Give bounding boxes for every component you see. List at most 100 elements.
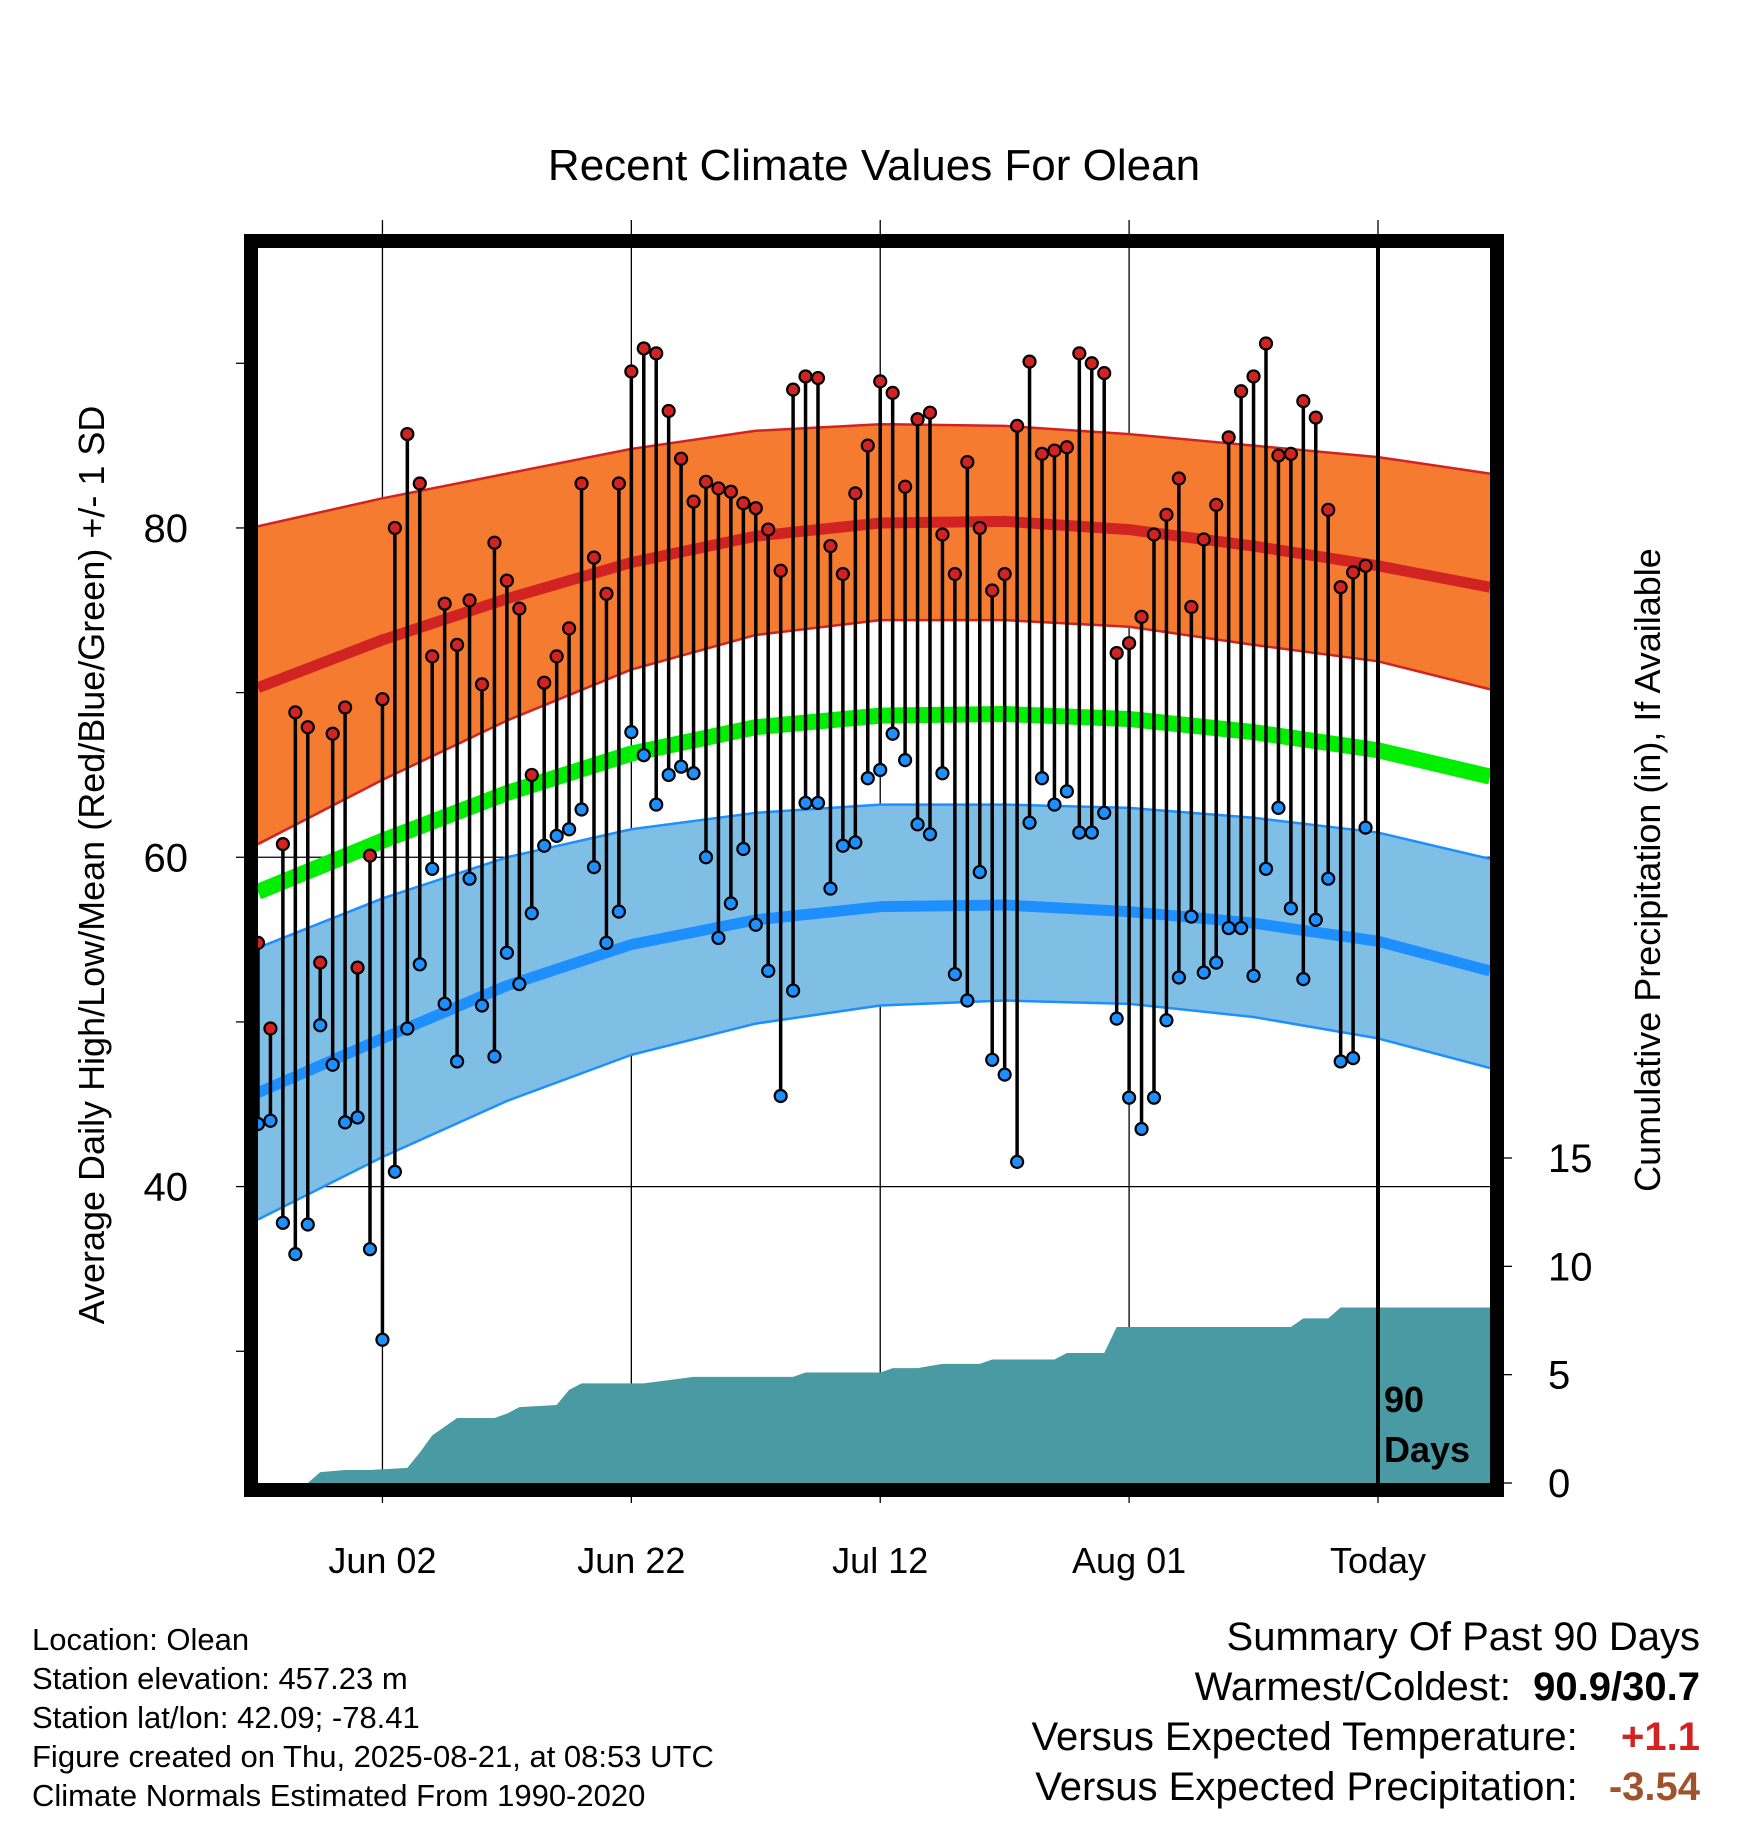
daily-high-point: [1346, 565, 1361, 580]
daily-low-point: [1047, 797, 1062, 812]
y-tick-label: 40: [144, 1166, 189, 1210]
daily-high-point: [462, 593, 477, 608]
daily-high-point: [288, 705, 303, 720]
daily-low-point: [512, 976, 527, 992]
station-info: Location: Olean Station elevation: 457.2…: [32, 1620, 714, 1815]
daily-high-point: [1097, 366, 1112, 381]
daily-low-point: [1308, 912, 1323, 927]
daily-high-point: [985, 583, 1000, 598]
daily-low-point: [258, 1116, 266, 1132]
daily-low-point: [611, 904, 626, 919]
y2-tick-label: 10: [1548, 1245, 1593, 1289]
daily-low-point: [599, 935, 614, 950]
daily-high-point: [1072, 346, 1087, 361]
daily-high-point: [1159, 507, 1174, 522]
daily-low-point: [698, 850, 714, 865]
daily-low-point: [898, 753, 913, 768]
x-tick-label: Jun 22: [577, 1540, 685, 1581]
daily-high-point: [1308, 410, 1323, 425]
daily-high-point: [350, 960, 365, 975]
plot-frame: [244, 234, 1504, 1497]
daily-high-point: [1047, 443, 1062, 458]
daily-low-point: [562, 822, 577, 837]
daily-low-point: [773, 1088, 788, 1104]
daily-high-point: [786, 382, 801, 397]
daily-low-point: [487, 1049, 502, 1064]
daily-low-point: [586, 860, 602, 875]
daily-high-point: [1296, 394, 1311, 409]
precip-anomaly-value: -3.54: [1608, 1765, 1700, 1809]
daily-high-point: [362, 848, 378, 863]
daily-low-point: [425, 861, 440, 876]
daily-high-point: [313, 955, 328, 970]
daily-low-point: [1022, 815, 1037, 830]
daily-high-point: [686, 494, 701, 509]
daily-low-point: [636, 748, 651, 763]
daily-low-point: [474, 998, 490, 1013]
summary-precip: Versus Expected Precipitation: -3.54: [1032, 1762, 1700, 1812]
daily-low-point: [1159, 1013, 1174, 1028]
daily-low-point: [873, 762, 888, 778]
daily-high-point: [487, 535, 502, 550]
daily-low-point: [1146, 1090, 1162, 1105]
daily-high-point: [537, 675, 552, 690]
daily-low-point: [1333, 1054, 1348, 1069]
summary-panel: Summary Of Past 90 Days Warmest/Coldest:…: [1032, 1612, 1700, 1812]
daily-low-point: [288, 1247, 303, 1262]
daily-high-point: [1146, 527, 1162, 542]
daily-high-point: [474, 677, 490, 692]
daily-low-point: [387, 1164, 402, 1179]
daily-low-point: [1234, 920, 1249, 936]
daily-low-point: [860, 771, 875, 786]
daily-low-point: [823, 881, 838, 896]
daily-high-point: [674, 451, 689, 466]
daily-low-point: [1097, 805, 1112, 820]
daily-high-point: [450, 637, 465, 652]
y2-tick-label: 5: [1548, 1354, 1570, 1398]
daily-low-point: [350, 1110, 365, 1125]
station-latlon: Station lat/lon: 42.09; -78.41: [32, 1700, 420, 1735]
temp-anomaly-label: Versus Expected Temperature:: [1031, 1715, 1578, 1759]
station-elevation: Station elevation: 457.23 m: [32, 1661, 408, 1696]
daily-low-point: [786, 983, 801, 998]
daily-low-point: [835, 838, 850, 853]
daily-low-point: [437, 996, 452, 1011]
daily-low-point: [1134, 1121, 1149, 1137]
daily-low-point: [375, 1332, 390, 1347]
daily-low-point: [1122, 1090, 1137, 1105]
daily-low-point: [1246, 968, 1261, 983]
daily-dots: [258, 336, 1373, 1347]
daily-high-point: [1184, 599, 1199, 615]
daily-high-point: [258, 935, 266, 950]
daily-low-point: [1072, 825, 1087, 840]
daily-high-point: [1358, 558, 1373, 573]
daily-low-point: [1059, 784, 1074, 799]
y2-tick-label: 15: [1548, 1137, 1593, 1181]
daily-low-point: [1258, 861, 1274, 876]
daily-high-point: [1134, 609, 1149, 624]
daily-low-point: [1171, 970, 1186, 985]
daily-high-point: [512, 601, 527, 616]
daily-low-point: [338, 1115, 353, 1130]
daily-low-point: [574, 802, 589, 817]
daily-low-point: [499, 945, 514, 960]
daily-low-point: [1010, 1154, 1025, 1170]
high-normal-band: [258, 424, 1490, 845]
temp-anomaly-value: +1.1: [1621, 1715, 1700, 1759]
daily-high-point: [375, 692, 390, 707]
cumulative-precip-area: [258, 1307, 1490, 1483]
daily-low-point: [960, 993, 975, 1008]
daily-high-point: [798, 369, 813, 384]
daily-high-point: [1059, 440, 1074, 455]
daily-low-point: [761, 963, 776, 978]
daily-high-point: [848, 486, 863, 501]
daily-high-point: [1109, 645, 1124, 661]
daily-low-point: [450, 1054, 465, 1069]
daily-high-point: [997, 566, 1012, 582]
daily-high-point: [773, 563, 788, 578]
daily-high-point: [412, 476, 427, 491]
daily-high-point: [338, 700, 353, 715]
daily-low-point: [947, 967, 962, 982]
daily-high-point: [860, 438, 875, 453]
daily-high-point: [960, 454, 975, 470]
